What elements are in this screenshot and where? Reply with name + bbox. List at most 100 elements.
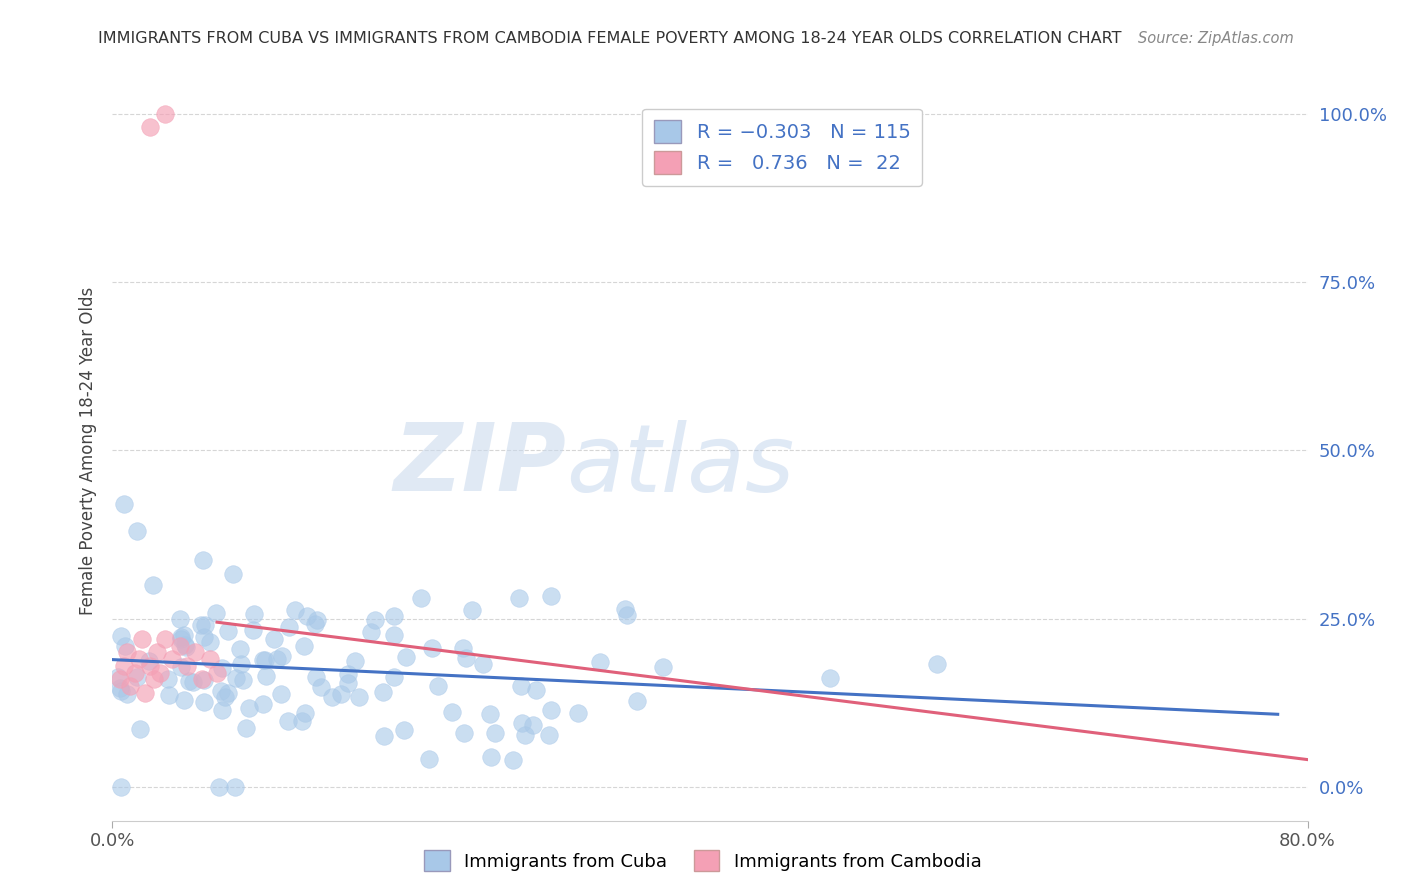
Point	[522, 717, 544, 731]
Point	[131, 632, 153, 646]
Legend: Immigrants from Cuba, Immigrants from Cambodia: Immigrants from Cuba, Immigrants from Ca…	[418, 843, 988, 879]
Point	[292, 639, 315, 653]
Point	[925, 657, 948, 671]
Point	[440, 705, 463, 719]
Point	[311, 680, 333, 694]
Point	[235, 721, 257, 735]
Point	[373, 729, 395, 743]
Point	[304, 616, 326, 631]
Point	[146, 645, 169, 659]
Point	[253, 653, 276, 667]
Point	[173, 628, 195, 642]
Point	[294, 706, 316, 720]
Point	[295, 608, 318, 623]
Point	[347, 690, 370, 704]
Point	[125, 524, 148, 539]
Y-axis label: Female Poverty Among 18-24 Year Olds: Female Poverty Among 18-24 Year Olds	[79, 286, 97, 615]
Text: ZIP: ZIP	[394, 419, 567, 511]
Point	[231, 657, 253, 671]
Point	[142, 578, 165, 592]
Point	[420, 641, 443, 656]
Point	[479, 749, 502, 764]
Point	[418, 752, 440, 766]
Point	[305, 613, 328, 627]
Point	[221, 566, 243, 581]
Point	[411, 591, 433, 606]
Point	[177, 673, 200, 688]
Point	[336, 667, 359, 681]
Point	[344, 654, 367, 668]
Point	[224, 780, 246, 794]
Point	[153, 107, 176, 121]
Point	[162, 652, 183, 666]
Point	[217, 624, 239, 639]
Point	[229, 642, 252, 657]
Point	[217, 686, 239, 700]
Point	[110, 681, 132, 696]
Point	[173, 638, 195, 652]
Point	[589, 655, 612, 669]
Point	[242, 623, 264, 637]
Point	[110, 683, 132, 698]
Point	[193, 694, 215, 708]
Point	[392, 723, 415, 738]
Point	[191, 673, 214, 687]
Point	[373, 685, 395, 699]
Point	[174, 640, 197, 654]
Text: Source: ZipAtlas.com: Source: ZipAtlas.com	[1137, 31, 1294, 46]
Point	[209, 684, 232, 698]
Point	[143, 673, 166, 687]
Point	[512, 716, 534, 731]
Point	[243, 607, 266, 621]
Point	[205, 606, 228, 620]
Point	[510, 679, 533, 693]
Text: atlas: atlas	[567, 420, 794, 511]
Point	[382, 608, 405, 623]
Point	[114, 639, 136, 653]
Point	[454, 651, 477, 665]
Point	[305, 670, 328, 684]
Point	[537, 728, 560, 742]
Point	[170, 632, 193, 646]
Point	[616, 608, 638, 623]
Legend: R = −0.303   N = 115, R =   0.736   N =  22: R = −0.303 N = 115, R = 0.736 N = 22	[643, 109, 922, 186]
Point	[502, 753, 524, 767]
Point	[271, 649, 294, 664]
Point	[427, 679, 450, 693]
Point	[540, 589, 562, 603]
Point	[508, 591, 530, 606]
Point	[191, 552, 214, 566]
Point	[614, 602, 637, 616]
Point	[364, 614, 387, 628]
Point	[115, 687, 138, 701]
Point	[278, 620, 301, 634]
Point	[382, 670, 405, 684]
Point	[153, 632, 176, 646]
Point	[818, 671, 841, 685]
Point	[157, 672, 180, 686]
Point	[127, 670, 149, 684]
Point	[214, 690, 236, 705]
Point	[117, 645, 139, 659]
Point	[270, 688, 292, 702]
Point	[211, 661, 233, 675]
Point	[337, 676, 360, 690]
Point	[183, 645, 205, 659]
Point	[291, 714, 314, 729]
Point	[193, 673, 215, 687]
Point	[252, 653, 274, 667]
Point	[176, 658, 198, 673]
Point	[190, 618, 212, 632]
Point	[198, 652, 221, 666]
Point	[284, 603, 307, 617]
Point	[129, 723, 152, 737]
Point	[266, 652, 288, 666]
Point	[651, 660, 673, 674]
Point	[263, 632, 285, 647]
Point	[157, 688, 180, 702]
Point	[254, 669, 277, 683]
Point	[513, 728, 536, 742]
Point	[540, 703, 562, 717]
Point	[108, 673, 131, 687]
Point	[198, 635, 221, 649]
